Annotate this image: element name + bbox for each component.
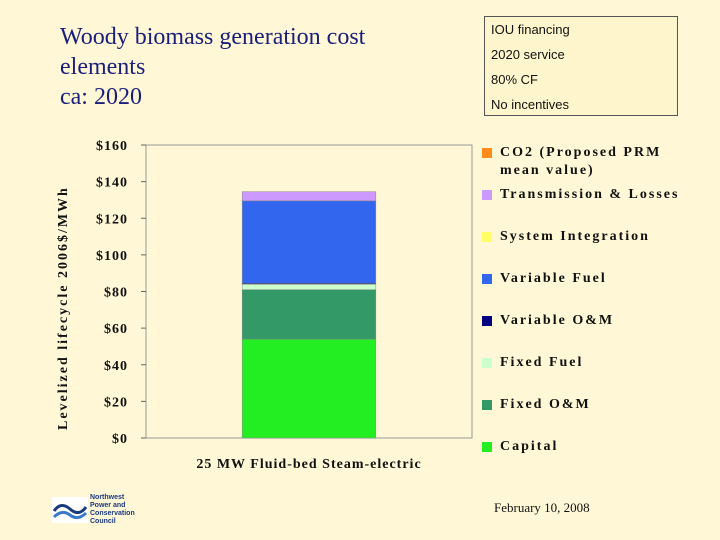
council-logo: Northwest Power and Conservation Council: [52, 494, 135, 526]
legend-label: System Integration: [500, 229, 650, 244]
legend-swatch: [482, 316, 492, 326]
legend-item: Transmission & Losses: [482, 186, 690, 204]
legend-swatch: [482, 400, 492, 410]
x-category-label: 25 MW Fluid-bed Steam-electric: [196, 457, 421, 472]
assumption-item: No incentives: [491, 97, 570, 112]
logo-line: Northwest: [90, 494, 125, 501]
legend-swatch: [482, 232, 492, 242]
legend-label: CO2 (Proposed PRM mean value): [500, 145, 662, 178]
y-tick-label: $140: [96, 176, 128, 191]
legend-swatch: [482, 358, 492, 368]
legend-label: Variable O&M: [500, 313, 615, 328]
legend-swatch: [482, 274, 492, 284]
legend-swatch: [482, 148, 492, 158]
title-line: Woody biomass generation cost: [60, 24, 366, 50]
assumption-item: IOU financing: [491, 22, 570, 37]
legend-item: Capital: [482, 438, 690, 456]
legend-item: CO2 (Proposed PRM mean value): [482, 144, 690, 180]
y-tick-label: $40: [104, 359, 128, 374]
bar-segment: [241, 338, 377, 439]
legend-swatch: [482, 190, 492, 200]
y-tick-label: $100: [96, 249, 128, 264]
legend-item: System Integration: [482, 228, 690, 246]
legend-item: Fixed O&M: [482, 396, 690, 414]
legend-item: Variable O&M: [482, 312, 690, 330]
logo-line: Council: [90, 518, 116, 525]
bar-segment: [241, 191, 377, 202]
logo-line: Conservation: [90, 510, 135, 517]
slide-date: February 10, 2008: [494, 500, 590, 515]
legend-label: Fixed O&M: [500, 397, 591, 412]
legend-item: Variable Fuel: [482, 270, 690, 288]
legend-label: Transmission & Losses: [500, 187, 680, 202]
assumption-item: 80% CF: [491, 72, 538, 87]
legend-label: Variable Fuel: [500, 271, 607, 286]
assumption-item: 2020 service: [491, 47, 565, 62]
bar-segment: [241, 200, 377, 284]
y-tick-label: $80: [104, 286, 128, 301]
legend-label: Capital: [500, 439, 559, 454]
bar-segment: [241, 283, 377, 290]
legend-swatch: [482, 442, 492, 452]
logo-text: Northwest Power and Conservation Council: [90, 494, 135, 526]
assumptions-box: IOU financing 2020 service 80% CF No inc…: [484, 16, 678, 116]
bar-segment: [241, 289, 377, 340]
title-line: ca: 2020: [60, 84, 142, 110]
y-tick-label: $120: [96, 212, 128, 227]
y-tick-label: $0: [112, 432, 128, 447]
logo-line: Power and: [90, 502, 126, 509]
y-tick-label: $160: [96, 139, 128, 154]
y-tick-label: $20: [104, 395, 128, 410]
legend-label: Fixed Fuel: [500, 355, 584, 370]
y-tick-label: $60: [104, 322, 128, 337]
wave-logo-icon: [52, 497, 88, 523]
legend-item: Fixed Fuel: [482, 354, 690, 372]
title-line: elements: [60, 54, 146, 80]
slide-title: Woody biomass generation cost elements c…: [60, 22, 365, 112]
